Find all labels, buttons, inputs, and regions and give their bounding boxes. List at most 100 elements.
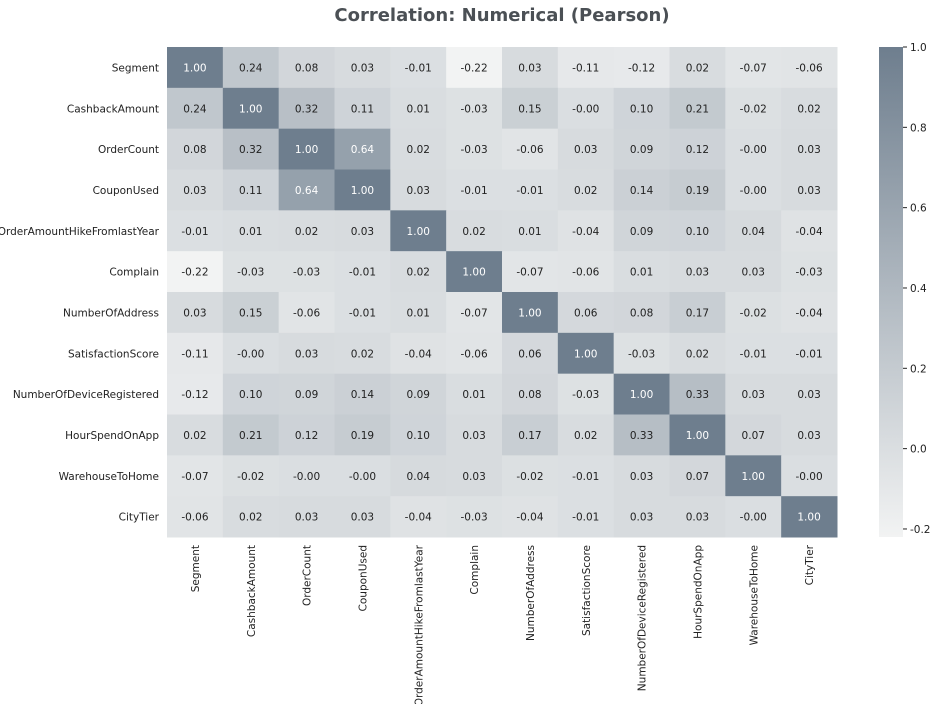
cell-value-label: 0.01 bbox=[518, 226, 541, 238]
x-axis-tick-labels: Segment CashbackAmount OrderCount CouponUse… bbox=[190, 544, 816, 704]
heatmap-cell bbox=[278, 87, 335, 130]
heatmap-cell bbox=[222, 496, 280, 538]
heatmap-cell bbox=[613, 332, 670, 375]
cell-value-label: -0.01 bbox=[460, 185, 487, 197]
heatmap-cell bbox=[613, 292, 670, 334]
cell-value-label: -0.00 bbox=[572, 103, 599, 115]
cell-value-label: 1.00 bbox=[239, 103, 262, 115]
heatmap-cell bbox=[781, 414, 838, 456]
colorbar-tick-label: 0.2 bbox=[910, 363, 927, 375]
x-tick-label: NumberOfAddress bbox=[525, 545, 537, 641]
heatmap-cell bbox=[669, 47, 726, 89]
heatmap-cell bbox=[167, 128, 224, 170]
cell-value-label: 0.03 bbox=[630, 512, 653, 524]
heatmap-cell bbox=[502, 210, 559, 252]
heatmap-cell bbox=[502, 169, 559, 211]
cell-value-label: 0.03 bbox=[183, 185, 206, 197]
y-tick-label: HourSpendOnApp bbox=[65, 430, 159, 442]
cell-value-label: -0.02 bbox=[237, 471, 264, 483]
cell-value-label: -0.01 bbox=[349, 307, 376, 319]
cell-value-label: 0.10 bbox=[239, 389, 262, 401]
heatmap-cell bbox=[613, 87, 670, 130]
heatmap-cell bbox=[502, 373, 559, 415]
heatmap-cell bbox=[167, 251, 224, 293]
cell-value-label: 0.24 bbox=[183, 103, 207, 115]
cell-value-label: 0.03 bbox=[351, 512, 374, 524]
heatmap-cell bbox=[278, 496, 335, 538]
cell-value-label: -0.03 bbox=[460, 103, 487, 115]
cell-value-label: 0.11 bbox=[239, 185, 262, 197]
heatmap-cells: 1.00 0.24 0.08 0.03 -0.01 -0.22 0.03 -0.11 -0.12… bbox=[167, 47, 838, 538]
heatmap-cell bbox=[446, 128, 503, 170]
heatmap-cell bbox=[725, 455, 782, 497]
cell-value-label: 0.02 bbox=[407, 144, 430, 156]
cell-value-label: -0.02 bbox=[516, 471, 543, 483]
heatmap-cell bbox=[446, 251, 503, 293]
heatmap-cell bbox=[446, 292, 503, 334]
cell-value-label: -0.00 bbox=[237, 348, 264, 360]
cell-value-label: 1.00 bbox=[407, 226, 430, 238]
cell-value-label: 1.00 bbox=[574, 348, 597, 360]
cell-value-label: 0.02 bbox=[407, 267, 430, 279]
heatmap-cell bbox=[781, 373, 838, 415]
cell-value-label: -0.04 bbox=[795, 226, 822, 238]
colorbar-tick-label: 1.0 bbox=[910, 42, 927, 54]
heatmap-cell bbox=[390, 210, 447, 252]
cell-value-label: 0.12 bbox=[686, 144, 709, 156]
cell-value-label: 0.03 bbox=[686, 267, 709, 279]
cell-value-label: 0.03 bbox=[797, 185, 820, 197]
heatmap-cell bbox=[613, 128, 670, 170]
cell-value-label: -0.22 bbox=[460, 62, 487, 74]
cell-value-label: -0.06 bbox=[181, 512, 208, 524]
heatmap-cell bbox=[725, 373, 782, 415]
cell-value-label: -0.12 bbox=[181, 389, 208, 401]
cell-value-label: 0.10 bbox=[407, 430, 430, 442]
heatmap-cell bbox=[278, 414, 335, 456]
heatmap-cell bbox=[502, 332, 559, 375]
heatmap-cell bbox=[613, 455, 670, 497]
heatmap-cell bbox=[669, 87, 726, 130]
heatmap-cell bbox=[446, 87, 503, 130]
heatmap-cell bbox=[781, 292, 838, 334]
cell-value-label: 0.01 bbox=[239, 226, 262, 238]
cell-value-label: -0.01 bbox=[572, 471, 599, 483]
cell-value-label: 0.64 bbox=[351, 144, 375, 156]
cell-value-label: 1.00 bbox=[797, 512, 820, 524]
heatmap-cell bbox=[557, 128, 615, 170]
cell-value-label: -0.03 bbox=[572, 389, 599, 401]
cell-value-label: 0.02 bbox=[686, 348, 709, 360]
cell-value-label: 0.03 bbox=[797, 389, 820, 401]
cell-value-label: -0.06 bbox=[795, 62, 822, 74]
cell-value-label: -0.04 bbox=[516, 512, 543, 524]
cell-value-label: 0.03 bbox=[295, 512, 318, 524]
cell-value-label: 0.17 bbox=[518, 430, 541, 442]
heatmap-cell bbox=[557, 414, 615, 456]
heatmap-cell bbox=[613, 496, 670, 538]
cell-value-label: 0.19 bbox=[686, 185, 709, 197]
cell-value-label: -0.03 bbox=[460, 144, 487, 156]
y-tick-label: NumberOfAddress bbox=[63, 307, 159, 319]
cell-value-label: 1.00 bbox=[686, 430, 709, 442]
y-tick-label: CouponUsed bbox=[93, 185, 159, 197]
heatmap-cell bbox=[669, 373, 726, 415]
cell-value-label: -0.01 bbox=[516, 185, 543, 197]
heatmap-cell bbox=[446, 496, 503, 538]
heatmap-cell bbox=[222, 47, 280, 89]
cell-value-label: 1.00 bbox=[295, 144, 318, 156]
heatmap-cell bbox=[613, 210, 670, 252]
heatmap-cell bbox=[502, 292, 559, 334]
cell-value-label: 0.07 bbox=[686, 471, 709, 483]
cell-value-label: 0.03 bbox=[518, 62, 541, 74]
cell-value-label: 0.09 bbox=[407, 389, 430, 401]
heatmap-cell bbox=[669, 292, 726, 334]
x-tick-label: Segment bbox=[190, 545, 202, 592]
heatmap-cell bbox=[278, 128, 335, 170]
cell-value-label: 0.02 bbox=[462, 226, 485, 238]
heatmap-cell bbox=[502, 455, 559, 497]
cell-value-label: -0.12 bbox=[628, 62, 655, 74]
heatmap-cell bbox=[222, 455, 280, 497]
cell-value-label: 0.07 bbox=[742, 430, 765, 442]
cell-value-label: -0.04 bbox=[795, 307, 822, 319]
heatmap-cell bbox=[334, 169, 391, 211]
